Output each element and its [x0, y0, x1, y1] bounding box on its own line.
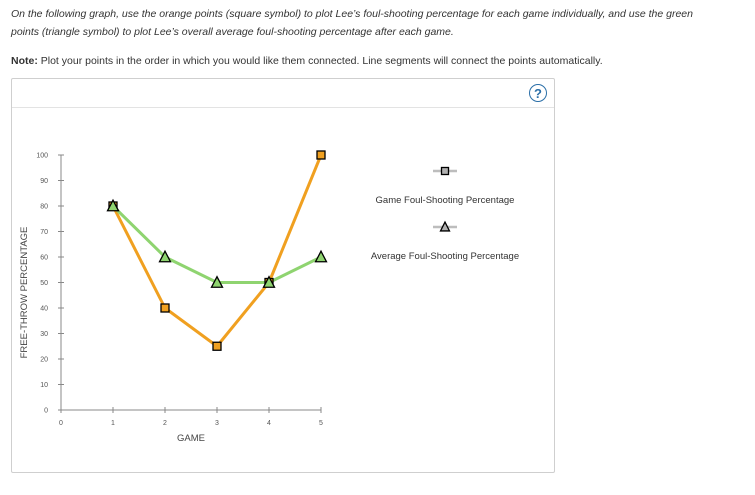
y-axis-title: FREE-THROW PERCENTAGE	[19, 227, 30, 359]
instructions-line-1: On the following graph, use the orange p…	[11, 8, 693, 20]
note-label: Note:	[11, 55, 38, 67]
y-tick-label: 30	[40, 331, 48, 338]
y-tick-label: 90	[40, 178, 48, 185]
game-point[interactable]	[160, 303, 170, 313]
y-tick-label: 60	[40, 255, 48, 262]
x-tick-label: 1	[111, 420, 115, 427]
game-series-line	[111, 154, 323, 348]
y-tick-label: 100	[36, 153, 48, 160]
y-tick-label: 20	[40, 357, 48, 364]
chart-svg[interactable]: 0 10 20 30 40 50 60 70 80 90 100 0 1 2 3 4 5 GAME FREE-THR…	[12, 79, 554, 472]
legend-game-square-icon[interactable]	[440, 166, 450, 176]
average-point[interactable]	[158, 249, 172, 263]
y-tick-label: 0	[44, 408, 48, 415]
average-point[interactable]	[314, 249, 328, 263]
instructions-line-2: points (triangle symbol) to plot Lee’s o…	[11, 26, 454, 38]
x-tick-label: 0	[59, 420, 63, 427]
question-circle-icon[interactable]: ?	[529, 84, 547, 102]
y-tick-label: 80	[40, 204, 48, 211]
average-point[interactable]	[210, 275, 224, 288]
legend-average-label: Average Foul-Shooting Percentage	[371, 251, 519, 262]
game-point[interactable]	[316, 150, 326, 160]
average-series-line	[111, 204, 322, 284]
game-point[interactable]	[212, 341, 222, 351]
note-text: Plot your points in the order in which y…	[37, 55, 603, 67]
legend-game-label: Game Foul-Shooting Percentage	[376, 195, 515, 206]
legend-average-triangle-icon[interactable]	[439, 220, 451, 232]
average-point[interactable]	[262, 275, 276, 288]
x-tick-label: 2	[163, 420, 167, 427]
x-tick-label: 4	[267, 420, 271, 427]
y-tick-label: 70	[40, 229, 48, 236]
y-tick-label: 50	[40, 280, 48, 287]
note: Note: Plot your points in the order in w…	[11, 54, 746, 68]
graph-toolbar: ?	[12, 79, 554, 108]
graph-tool: ? 0 10 20 30 40 50 60 70 80 90 100 0 1 2 3 4 5 GAME FREE-T…	[11, 78, 555, 473]
instructions: On the following graph, use the orange p…	[11, 5, 746, 41]
x-axis-title: GAME	[177, 433, 205, 444]
x-tick-label: 3	[215, 420, 219, 427]
x-tick-label: 5	[319, 420, 323, 427]
y-tick-label: 10	[40, 382, 48, 389]
y-tick-label: 40	[40, 306, 48, 313]
average-point[interactable]	[106, 198, 120, 212]
